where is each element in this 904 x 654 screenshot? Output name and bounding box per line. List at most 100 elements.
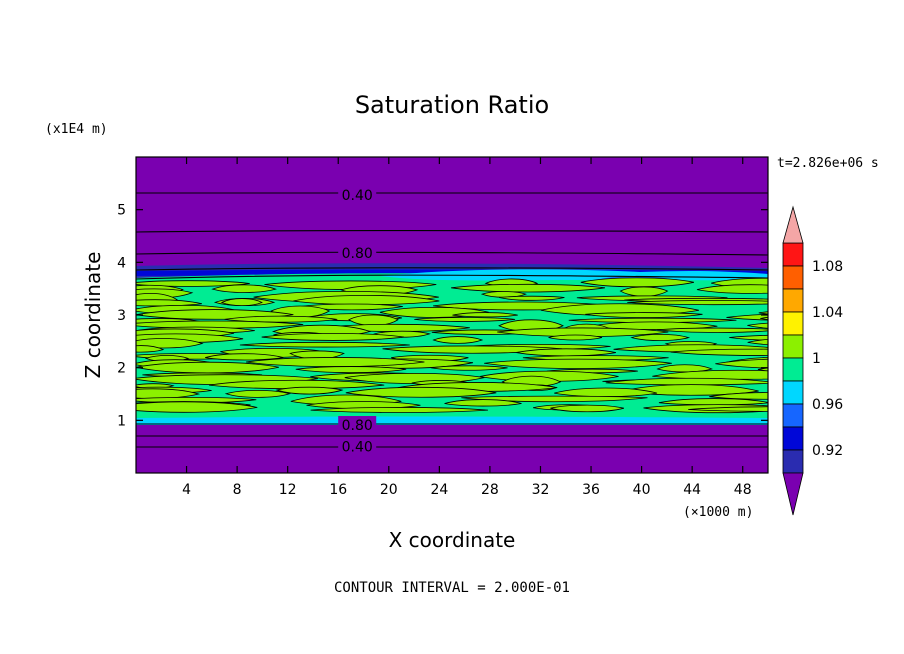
colorbar-band	[782, 426, 804, 451]
colorbar-band	[782, 334, 804, 359]
cyan-bottom-band	[136, 416, 768, 425]
filament	[726, 313, 768, 321]
filament	[345, 386, 497, 398]
filament	[310, 407, 489, 413]
contour-label: 0.80	[342, 418, 373, 434]
filament	[484, 358, 672, 369]
chart-title: Saturation Ratio	[355, 91, 549, 119]
x-tick-label: 4	[182, 482, 191, 498]
time-label: t=2.826e+06 s	[777, 156, 879, 171]
x-unit-label: (×1000 m)	[683, 505, 753, 520]
filament	[136, 361, 279, 374]
y-tick-label: 5	[117, 203, 126, 219]
x-tick-label: 20	[380, 482, 398, 498]
y-tick-label: 2	[117, 361, 126, 377]
filament	[451, 283, 606, 293]
filament	[480, 291, 527, 298]
contour-line	[136, 229, 768, 233]
x-tick-label: 16	[329, 482, 347, 498]
filament	[747, 322, 768, 329]
filament	[224, 390, 291, 398]
x-axis-title: X coordinate	[389, 528, 516, 552]
filament	[656, 364, 713, 373]
y-axis: 1 2 3 4 5	[117, 203, 768, 429]
x-tick-label: 36	[582, 482, 600, 498]
y-tick-label: 3	[117, 308, 126, 324]
x-tick-label: 44	[683, 482, 701, 498]
plot-area	[136, 157, 768, 473]
x-tick-label: 8	[233, 482, 242, 498]
filament	[758, 311, 768, 315]
y-tick-label: 4	[117, 255, 126, 271]
colorbar: 0.92 0.96 1 1.04 1.08	[782, 205, 843, 516]
contour-line	[136, 274, 768, 280]
filament	[136, 388, 201, 399]
contour-interval-note: CONTOUR INTERVAL = 2.000E-01	[334, 580, 570, 596]
x-tick-label: 32	[532, 482, 550, 498]
filament	[136, 299, 203, 307]
colorbar-band	[782, 311, 804, 336]
x-axis: 4 8 12 16 20 24 28 32 36 40 44 48	[182, 157, 752, 498]
contour-lines	[136, 192, 768, 448]
colorbar-top-arrow	[782, 205, 804, 244]
contour-line	[136, 267, 768, 271]
filament	[568, 317, 737, 323]
contour-label: 0.40	[342, 440, 373, 456]
filament	[709, 392, 768, 400]
colorbar-label: 0.96	[812, 397, 843, 413]
filament	[657, 327, 768, 333]
filament	[622, 384, 759, 396]
filament	[499, 295, 565, 301]
filament	[275, 386, 344, 395]
filament	[619, 286, 669, 297]
filament	[729, 334, 768, 341]
filament	[211, 284, 277, 293]
colorbar-bottom-arrow	[782, 472, 804, 516]
filament	[516, 348, 616, 357]
contour-label: 0.80	[342, 246, 373, 262]
x-tick-label: 40	[633, 482, 651, 498]
colorbar-label: 1.04	[812, 305, 843, 321]
contour-labels: 0.40 0.80 0.80 0.40	[338, 185, 377, 456]
contour-label-bg	[338, 437, 377, 453]
filament	[452, 312, 518, 318]
filament	[432, 336, 484, 344]
colorbar-band	[782, 242, 804, 267]
y-tick-label: 1	[117, 413, 126, 429]
contour-label: 0.40	[342, 188, 373, 204]
x-tick-label: 24	[430, 482, 448, 498]
filament	[580, 277, 695, 288]
filament	[300, 303, 403, 311]
colorbar-band	[782, 380, 804, 405]
filament	[208, 379, 385, 390]
filament	[205, 353, 284, 361]
contour-label-bg	[338, 185, 377, 201]
colorbar-band	[782, 357, 804, 382]
filament	[760, 316, 768, 320]
filament	[605, 377, 768, 386]
contour-label-bg	[338, 416, 377, 432]
colorbar-band	[782, 265, 804, 290]
colorbar-band	[782, 288, 804, 313]
filament	[658, 398, 768, 406]
filament	[245, 357, 425, 367]
filament	[670, 348, 768, 356]
filament	[414, 317, 516, 322]
colorbar-label: 0.92	[812, 443, 843, 459]
x-tick-label: 28	[481, 482, 499, 498]
filament	[497, 327, 669, 337]
x-tick-label: 48	[734, 482, 752, 498]
filament	[688, 406, 768, 412]
filament	[757, 367, 768, 372]
filament	[747, 338, 768, 346]
filament	[585, 312, 703, 318]
filament	[261, 332, 404, 341]
filament	[461, 395, 648, 403]
colorbar-band	[782, 449, 804, 474]
colorbar-label: 1	[812, 351, 821, 367]
filament	[136, 401, 258, 413]
filament	[627, 300, 768, 306]
filament	[431, 365, 508, 371]
filament	[136, 345, 165, 353]
